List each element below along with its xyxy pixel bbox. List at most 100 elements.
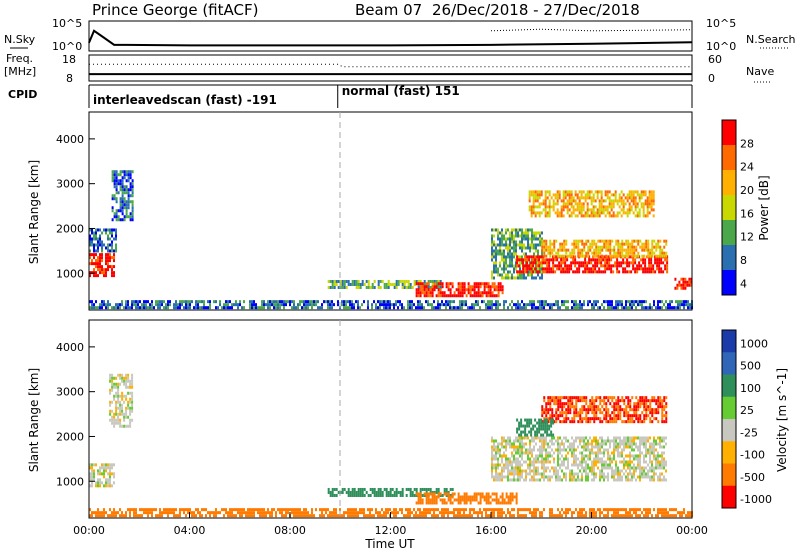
velocity-cell xyxy=(619,472,621,476)
velocity-cell xyxy=(645,448,647,452)
power-cell xyxy=(525,231,527,235)
power-cell xyxy=(453,306,455,310)
power-cell xyxy=(539,276,541,280)
power-cell xyxy=(588,190,591,194)
velocity-cell xyxy=(345,490,348,494)
velocity-cell xyxy=(513,472,515,476)
power-cell xyxy=(521,300,523,304)
power-cell xyxy=(151,300,153,304)
power-cell xyxy=(636,193,639,197)
velocity-cell xyxy=(569,408,572,412)
velocity-cell xyxy=(121,406,124,410)
velocity-cell xyxy=(335,508,337,512)
velocity-cell xyxy=(603,478,605,482)
velocity-cell xyxy=(649,469,651,473)
velocity-cell xyxy=(117,511,119,515)
velocity-cell xyxy=(503,436,505,440)
velocity-cell xyxy=(631,436,633,440)
velocity-cell xyxy=(553,457,555,461)
power-cell xyxy=(632,258,635,262)
velocity-cell xyxy=(99,478,101,482)
velocity-cell xyxy=(443,492,446,496)
power-cell xyxy=(583,300,585,304)
velocity-cell xyxy=(551,414,554,418)
velocity-cell xyxy=(517,448,519,452)
power-cell xyxy=(331,300,333,304)
power-cell xyxy=(501,249,503,253)
velocity-cell xyxy=(599,472,601,476)
velocity-cell xyxy=(661,445,663,449)
velocity-cell xyxy=(585,417,588,421)
power-cell xyxy=(623,254,626,258)
velocity-cell xyxy=(639,472,641,476)
power-cell xyxy=(621,248,624,252)
velocity-cell xyxy=(649,475,651,479)
power-cell xyxy=(95,253,97,257)
power-cell xyxy=(534,258,537,262)
power-cell xyxy=(563,239,566,243)
power-cell xyxy=(295,306,297,310)
power-cell xyxy=(516,261,519,265)
velocity-cell xyxy=(661,454,663,458)
power-cell xyxy=(357,306,359,310)
power-cell xyxy=(564,190,567,194)
velocity-cell xyxy=(589,420,592,424)
power-cell xyxy=(111,265,113,269)
power-cell xyxy=(491,276,493,280)
power-cell xyxy=(389,303,391,307)
velocity-cell xyxy=(361,487,364,491)
power-cell xyxy=(567,300,569,304)
velocity-cell xyxy=(499,454,501,458)
power-cell xyxy=(335,282,338,286)
velocity-cell xyxy=(383,514,385,518)
power-cell xyxy=(143,300,145,304)
velocity-cell xyxy=(591,411,594,415)
power-cell xyxy=(561,303,563,307)
velocity-cell xyxy=(681,511,683,515)
power-cell xyxy=(427,279,430,283)
velocity-cell xyxy=(524,427,527,431)
velocity-cell xyxy=(115,391,118,395)
power-cell xyxy=(537,249,539,253)
velocity-cell xyxy=(453,492,456,496)
power-cell xyxy=(562,193,565,197)
velocity-cell xyxy=(505,445,507,449)
power-cell xyxy=(297,306,299,310)
velocity-cell xyxy=(485,501,488,505)
velocity-cell xyxy=(405,487,408,491)
velocity-cell xyxy=(187,508,189,512)
power-cell xyxy=(91,231,93,235)
power-cell xyxy=(582,261,585,265)
velocity-cell xyxy=(627,475,629,479)
power-cell xyxy=(439,306,441,310)
velocity-cell xyxy=(197,511,199,515)
power-cell xyxy=(534,205,537,209)
velocity-cell xyxy=(101,481,103,485)
velocity-cell xyxy=(513,475,515,479)
power-cell xyxy=(638,267,641,271)
velocity-cell xyxy=(637,420,640,424)
velocity-cell xyxy=(591,408,594,412)
power-cell xyxy=(594,261,597,265)
power-cell xyxy=(367,285,370,289)
power-cell xyxy=(544,202,547,206)
velocity-cell xyxy=(433,498,436,502)
velocity-cell xyxy=(573,463,575,467)
power-cell xyxy=(586,261,589,265)
power-cell xyxy=(315,300,317,304)
velocity-cell xyxy=(511,445,513,449)
velocity-cell xyxy=(657,457,659,461)
power-cell xyxy=(107,243,109,247)
power-cell xyxy=(417,288,420,292)
power-cell xyxy=(465,303,467,307)
power-cell xyxy=(566,264,569,268)
velocity-cell xyxy=(591,445,593,449)
velocity-cell xyxy=(661,436,663,440)
power-cell xyxy=(441,300,443,304)
velocity-cell xyxy=(129,514,131,518)
velocity-cell xyxy=(607,448,609,452)
velocity-cell xyxy=(531,475,533,479)
velocity-cell xyxy=(129,424,132,428)
velocity-cell xyxy=(247,514,249,518)
velocity-cell xyxy=(647,508,649,512)
